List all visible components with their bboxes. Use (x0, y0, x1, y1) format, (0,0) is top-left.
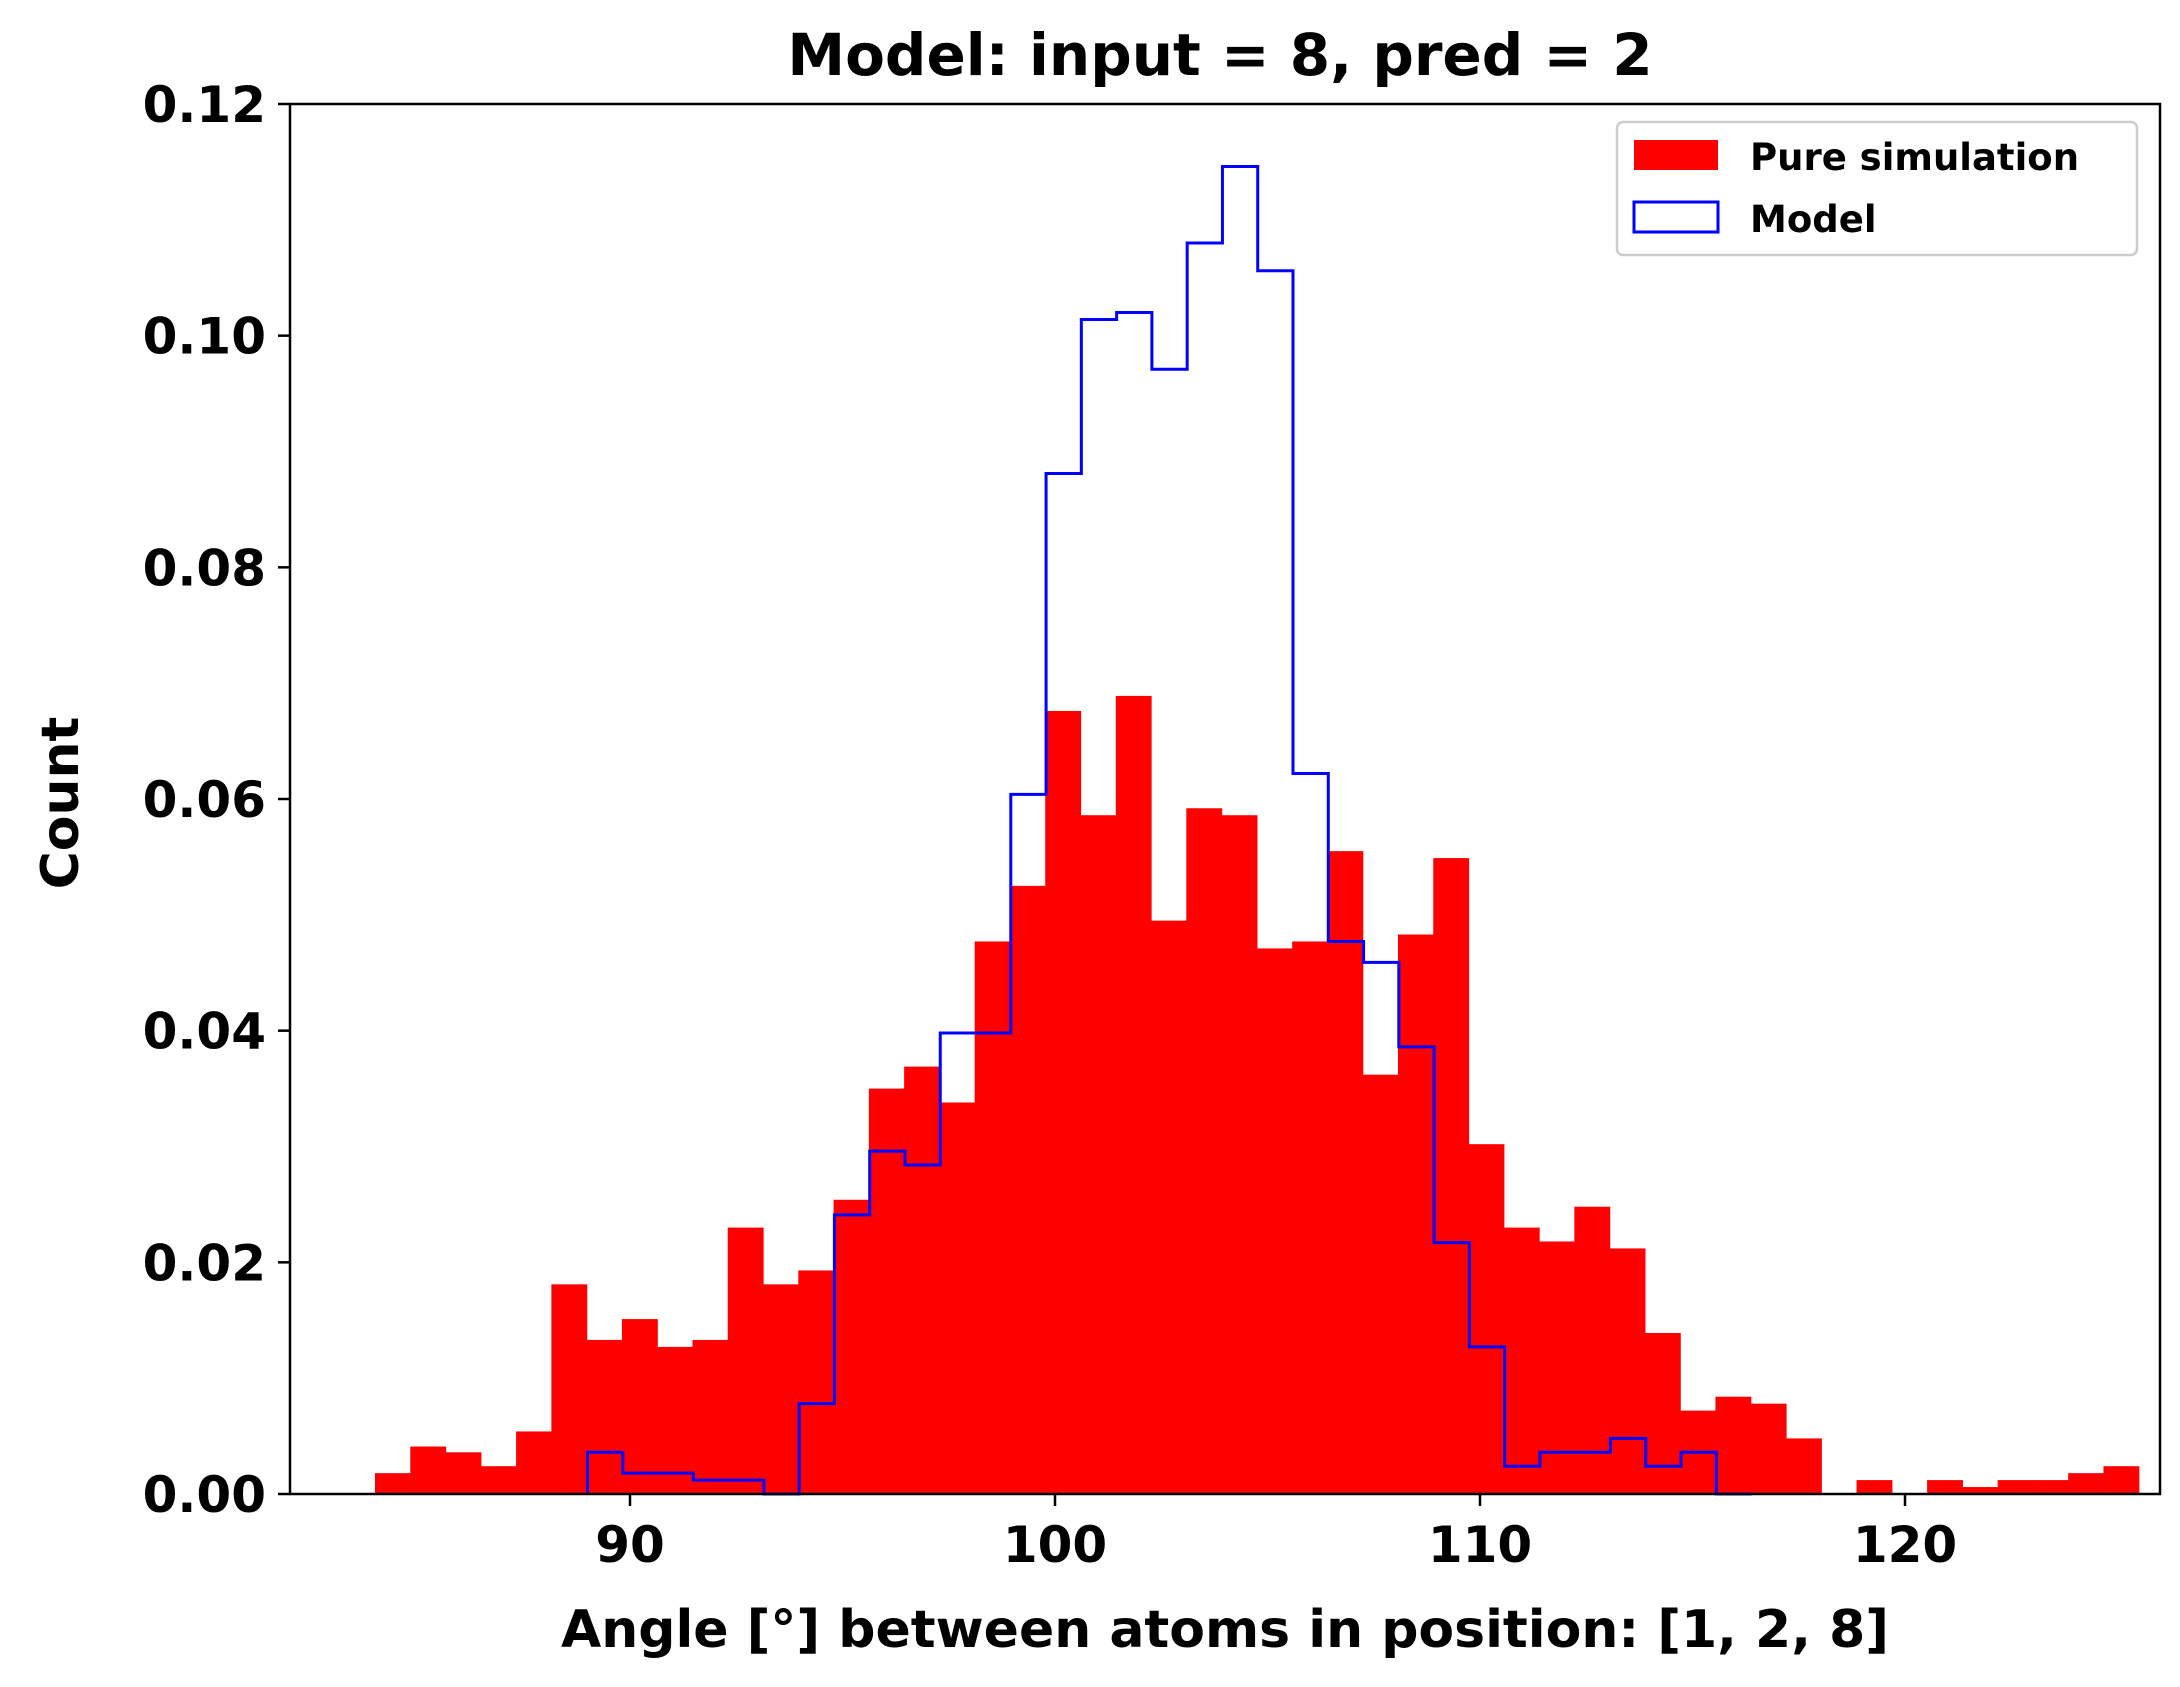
bar-pure-simulation (974, 941, 1011, 1494)
bar-pure-simulation (2068, 1473, 2105, 1494)
y-tick-label: 0.10 (143, 308, 266, 366)
legend-label-model: Model (1750, 198, 1877, 241)
chart-title: Model: input = 8, pred = 2 (787, 21, 1652, 89)
bar-pure-simulation (1433, 858, 1470, 1494)
bar-pure-simulation (516, 1431, 552, 1494)
bar-pure-simulation (692, 1339, 729, 1494)
bar-pure-simulation (2032, 1480, 2069, 1494)
bar-pure-simulation (2103, 1466, 2140, 1494)
bar-pure-simulation (1750, 1403, 1787, 1494)
bar-pure-simulation (621, 1319, 658, 1494)
y-tick-label: 0.12 (143, 76, 266, 134)
bar-pure-simulation (1009, 885, 1046, 1494)
y-tick-label: 0.08 (143, 539, 266, 597)
bar-pure-simulation (1927, 1480, 1963, 1494)
bar-pure-simulation (1856, 1480, 1893, 1494)
bar-pure-simulation (1115, 695, 1152, 1494)
x-tick-label: 90 (595, 1516, 665, 1574)
bar-pure-simulation (375, 1473, 411, 1494)
bar-pure-simulation (1151, 920, 1187, 1494)
legend: Pure simulation Model (1615, 120, 2139, 257)
bar-pure-simulation (657, 1346, 694, 1494)
series-pure-simulation (375, 695, 2140, 1494)
legend-box (1615, 120, 2139, 257)
bar-pure-simulation (904, 1066, 940, 1494)
bar-pure-simulation (1468, 1144, 1505, 1494)
step-line-model (586, 165, 1752, 1496)
bar-pure-simulation (1221, 815, 1258, 1494)
bar-pure-simulation (833, 1199, 870, 1494)
bar-pure-simulation (1397, 934, 1434, 1494)
bar-pure-simulation (727, 1227, 764, 1494)
bar-pure-simulation (939, 1102, 976, 1494)
bar-pure-simulation (410, 1446, 447, 1494)
bar-pure-simulation (551, 1284, 588, 1494)
bar-pure-simulation (798, 1270, 835, 1494)
legend-swatch-model (1632, 200, 1720, 234)
x-axis-ticks: 90 100 110 120 (595, 1494, 1957, 1574)
series-model (586, 165, 1752, 1496)
bar-pure-simulation (1715, 1396, 1752, 1494)
bar-pure-simulation (586, 1339, 623, 1494)
x-tick-label: 110 (1428, 1516, 1532, 1574)
bar-pure-simulation (1327, 851, 1364, 1494)
bar-pure-simulation (1609, 1248, 1646, 1494)
y-tick-label: 0.00 (143, 1466, 266, 1524)
bar-pure-simulation (868, 1088, 905, 1494)
bar-pure-simulation (1539, 1241, 1575, 1494)
bar-pure-simulation (1080, 815, 1117, 1494)
bar-pure-simulation (1186, 808, 1223, 1494)
bar-pure-simulation (1574, 1206, 1611, 1494)
bar-pure-simulation (763, 1284, 799, 1494)
bar-pure-simulation (1644, 1332, 1681, 1494)
legend-swatch-pure-simulation (1634, 140, 1718, 170)
x-tick-label: 100 (1003, 1516, 1107, 1574)
bar-pure-simulation (1997, 1480, 2034, 1494)
bar-pure-simulation (1362, 1074, 1399, 1494)
y-axis-label: Count (31, 717, 91, 890)
y-axis-ticks: 0.00 0.02 0.04 0.06 0.08 0.10 0.12 (143, 76, 290, 1524)
x-tick-label: 120 (1853, 1516, 1957, 1574)
bar-pure-simulation (1503, 1227, 1540, 1494)
bar-pure-simulation (1292, 941, 1329, 1494)
bar-pure-simulation (1045, 710, 1082, 1494)
y-tick-label: 0.04 (143, 1003, 266, 1061)
bar-pure-simulation (445, 1452, 482, 1494)
bar-pure-simulation (1256, 948, 1293, 1494)
legend-label-pure-simulation: Pure simulation (1750, 136, 2079, 179)
y-tick-label: 0.02 (143, 1234, 266, 1292)
bar-pure-simulation (1962, 1487, 1999, 1494)
y-tick-label: 0.06 (143, 771, 266, 829)
bar-pure-simulation (480, 1466, 517, 1494)
bar-pure-simulation (1786, 1438, 1822, 1494)
x-axis-label: Angle [°] between atoms in position: [1,… (561, 1600, 1889, 1660)
